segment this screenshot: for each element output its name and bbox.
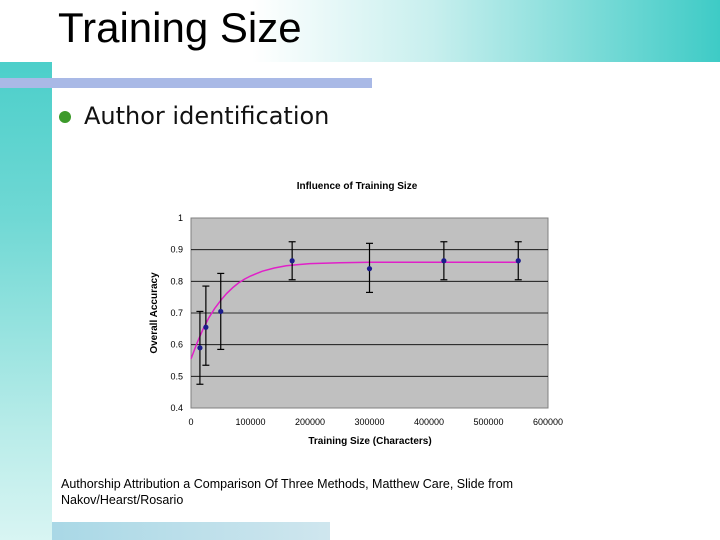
bullet-dot-icon [59, 111, 71, 123]
y-tick-label: 0.7 [170, 308, 183, 318]
data-point [366, 266, 373, 272]
x-tick-label: 100000 [235, 417, 265, 427]
accuracy-chart: Influence of Training Size 0.40.50.60.70… [149, 181, 563, 447]
left-accent-stripe [0, 0, 52, 540]
y-tick-label: 0.4 [170, 403, 183, 413]
source-caption: Authorship Attribution a Comparison Of T… [61, 477, 514, 507]
chart-title: Influence of Training Size [297, 181, 418, 192]
y-tick-label: 0.5 [170, 371, 183, 381]
y-axis-label: Overall Accuracy [149, 272, 160, 354]
y-tick-label: 0.6 [170, 340, 183, 350]
data-point [441, 258, 447, 264]
y-tick-label: 0.8 [170, 276, 183, 286]
slide-title: Training Size [58, 4, 302, 51]
y-tick-label: 1 [178, 213, 183, 223]
data-point [289, 258, 295, 264]
x-tick-label: 200000 [295, 417, 325, 427]
x-tick-label: 400000 [414, 417, 444, 427]
data-point [218, 308, 224, 315]
x-tick-labels: 0 100000 200000 300000 400000 500000 600000 [188, 417, 563, 427]
y-tick-labels: 0.4 0.5 0.6 0.7 0.8 0.9 1 [170, 213, 183, 413]
data-point [197, 345, 203, 351]
title-band [0, 0, 720, 62]
x-tick-label: 500000 [473, 417, 503, 427]
x-tick-label: 0 [188, 417, 193, 427]
chart-container: Influence of Training Size 0.4 0.5 0.6 0.7 0… [137, 168, 579, 460]
bottom-accent-bar [52, 522, 330, 540]
fit-curve [190, 261, 519, 360]
x-tick-label: 600000 [533, 417, 563, 427]
data-point [515, 258, 521, 264]
data-points [197, 258, 521, 351]
data-point [203, 324, 209, 330]
x-axis-label: Training Size (Characters) [308, 436, 431, 447]
x-tick-label: 300000 [354, 417, 384, 427]
y-tick-label: 0.9 [170, 245, 183, 255]
bullet-text: Author identification [84, 102, 330, 130]
title-underline [0, 78, 372, 88]
